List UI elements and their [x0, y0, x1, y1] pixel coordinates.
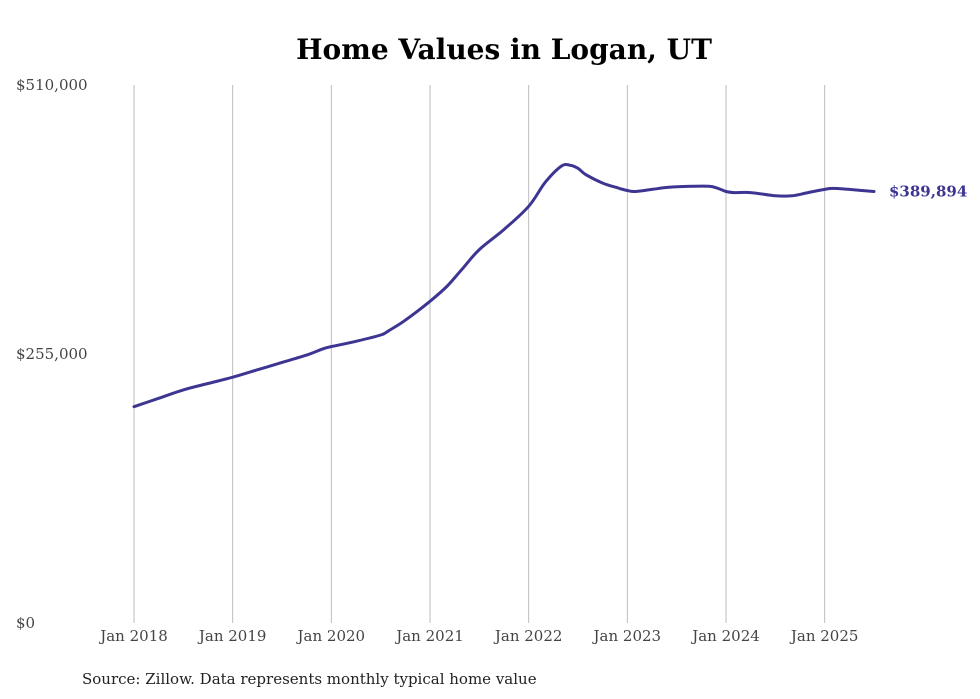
x-tick-label: Jan 2021 — [394, 627, 464, 645]
x-tick-label: Jan 2020 — [296, 627, 366, 645]
vertical-gridlines — [133, 85, 826, 623]
y-tick-label: $255,000 — [16, 345, 88, 363]
y-tick-label: $0 — [16, 614, 35, 632]
x-tick-label: Jan 2023 — [592, 627, 662, 645]
y-tick-label: $510,000 — [16, 76, 88, 94]
x-tick-label: Jan 2022 — [493, 627, 563, 645]
source-note: Source: Zillow. Data represents monthly … — [82, 670, 537, 688]
x-tick-label: Jan 2018 — [98, 627, 168, 645]
x-axis-labels: Jan 2018 Jan 2019 Jan 2020 Jan 2021 Jan 2022… — [98, 627, 858, 645]
home-value-line — [132, 163, 876, 409]
x-tick-label: Jan 2025 — [789, 627, 859, 645]
latest-value-label: $389,894 — [889, 183, 967, 201]
chart-title: Home Values in Logan, UT — [296, 33, 712, 66]
x-tick-label: Jan 2019 — [197, 627, 267, 645]
x-tick-label: Jan 2024 — [690, 627, 760, 645]
y-axis-labels: $0 $255,000 $510,000 — [16, 76, 88, 632]
